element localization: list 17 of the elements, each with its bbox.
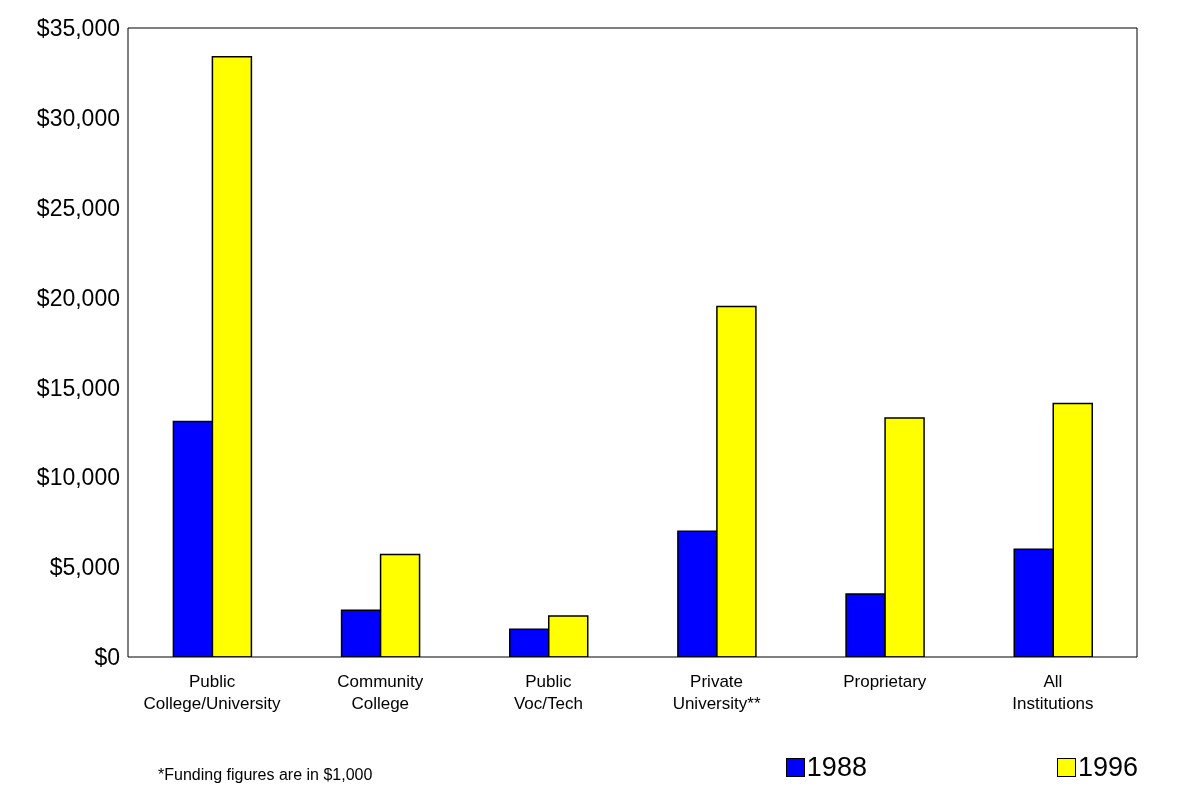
y-tick-label: $5,000 xyxy=(49,554,120,581)
x-tick-label: Private University** xyxy=(672,672,761,713)
x-tick-label: Community College xyxy=(337,672,424,713)
text: *Funding figures are in $1,000 xyxy=(158,766,373,784)
x-tick-label: Public Voc/Tech xyxy=(513,672,583,713)
x-tick-label: Proprietary xyxy=(843,672,927,691)
y-tick-label: $30,000 xyxy=(36,105,120,132)
y-tick-label: $20,000 xyxy=(36,284,120,311)
y-tick-label: $10,000 xyxy=(36,464,120,491)
legend-label: 1996 xyxy=(1076,752,1138,783)
x-tick-label: Public College/University xyxy=(143,672,282,713)
y-tick-label: $25,000 xyxy=(36,194,120,221)
x-tick-label: All Institutions xyxy=(1012,672,1094,713)
y-tick-label: $0 xyxy=(94,644,120,671)
y-tick-label: $35,000 xyxy=(36,15,120,42)
y-tick-label: $15,000 xyxy=(36,374,120,401)
legend-label: 1988 xyxy=(805,752,867,783)
